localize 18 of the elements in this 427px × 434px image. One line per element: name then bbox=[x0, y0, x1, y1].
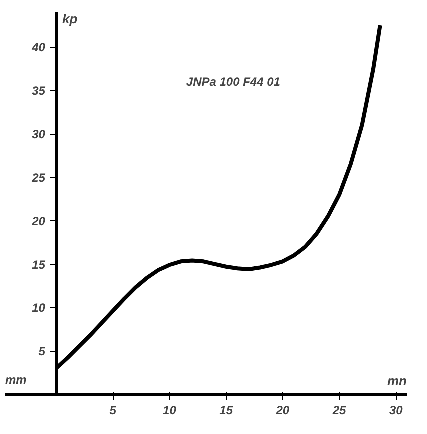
x-tick-label: 25 bbox=[332, 404, 347, 418]
y-tick-label: 20 bbox=[31, 214, 46, 228]
y-axis-title: kp bbox=[62, 12, 78, 26]
y-tick-label: 25 bbox=[31, 170, 46, 185]
y-tick-label: 15 bbox=[32, 258, 46, 272]
annotation: mm bbox=[6, 372, 28, 387]
annotation: JNPa 100 F44 01 bbox=[186, 74, 281, 89]
y-tick-label: 40 bbox=[31, 40, 46, 55]
y-tick-label: 35 bbox=[32, 84, 46, 98]
y-tick-label: 30 bbox=[32, 128, 46, 142]
x-tick-label: 10 bbox=[163, 404, 177, 418]
y-tick-label: 5 bbox=[38, 344, 46, 359]
x-tick-label: 20 bbox=[275, 404, 290, 418]
y-tick-label: 10 bbox=[32, 301, 46, 316]
x-tick-label: 30 bbox=[390, 404, 404, 418]
x-axis-title: mn bbox=[388, 374, 408, 388]
x-tick-label: 5 bbox=[110, 404, 117, 418]
x-tick-label: 15 bbox=[220, 404, 234, 418]
